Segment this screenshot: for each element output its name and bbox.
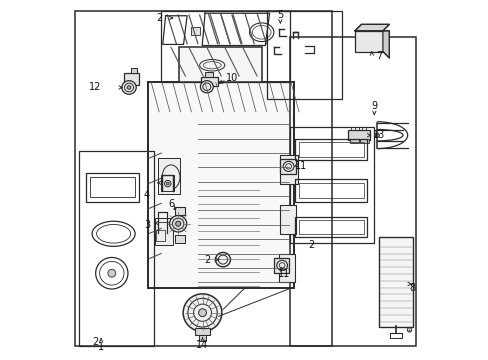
Bar xyxy=(148,82,293,288)
Text: 12: 12 xyxy=(89,82,102,93)
Bar xyxy=(204,72,213,77)
Ellipse shape xyxy=(183,294,222,332)
Text: 14: 14 xyxy=(196,340,208,350)
Ellipse shape xyxy=(172,218,183,229)
Text: 11: 11 xyxy=(277,269,289,279)
Ellipse shape xyxy=(166,182,169,185)
Bar xyxy=(378,237,412,327)
Ellipse shape xyxy=(283,161,293,171)
Polygon shape xyxy=(354,24,388,31)
Bar xyxy=(156,230,164,241)
Ellipse shape xyxy=(127,86,131,89)
Bar xyxy=(290,37,415,346)
Ellipse shape xyxy=(169,216,186,232)
Text: 13: 13 xyxy=(372,130,385,140)
Ellipse shape xyxy=(215,252,230,267)
Ellipse shape xyxy=(276,260,287,270)
Bar xyxy=(349,139,359,143)
Bar xyxy=(278,253,294,282)
Bar xyxy=(79,151,154,346)
Text: 4: 4 xyxy=(143,190,150,200)
Bar xyxy=(191,27,199,36)
Bar xyxy=(161,175,174,191)
Ellipse shape xyxy=(200,81,213,93)
Bar xyxy=(158,158,180,194)
Text: 9: 9 xyxy=(370,102,377,112)
Polygon shape xyxy=(382,31,388,58)
Ellipse shape xyxy=(122,81,136,94)
Text: 2: 2 xyxy=(307,240,314,250)
Text: 10: 10 xyxy=(225,73,238,83)
Text: 2: 2 xyxy=(203,255,210,265)
Bar xyxy=(199,335,206,341)
Ellipse shape xyxy=(108,269,116,277)
Bar xyxy=(280,159,295,174)
Bar xyxy=(280,155,298,184)
Bar xyxy=(354,31,382,51)
Bar xyxy=(280,205,296,234)
Ellipse shape xyxy=(175,221,180,226)
Text: 2: 2 xyxy=(156,13,163,23)
Bar xyxy=(360,139,368,143)
Bar xyxy=(298,183,363,198)
Bar xyxy=(155,218,172,244)
Text: 2: 2 xyxy=(92,337,99,347)
Text: 5: 5 xyxy=(277,10,283,20)
Text: 6: 6 xyxy=(167,199,174,210)
Bar xyxy=(179,47,261,82)
Bar xyxy=(86,173,139,202)
Bar xyxy=(295,179,366,202)
Bar xyxy=(266,11,341,99)
Bar xyxy=(295,217,366,237)
Text: 11: 11 xyxy=(294,161,306,171)
Bar xyxy=(290,127,373,243)
Bar xyxy=(75,11,332,346)
Text: 7: 7 xyxy=(375,51,381,61)
Bar xyxy=(131,68,137,73)
Ellipse shape xyxy=(198,309,206,317)
Ellipse shape xyxy=(374,133,379,137)
Bar xyxy=(348,130,369,140)
Bar xyxy=(273,258,289,273)
Bar xyxy=(295,139,366,160)
Bar xyxy=(174,207,185,215)
Bar xyxy=(175,234,184,243)
Bar xyxy=(195,328,209,335)
Bar xyxy=(90,177,135,197)
Bar xyxy=(201,77,217,86)
Bar xyxy=(123,73,139,85)
Text: 1: 1 xyxy=(98,342,104,352)
Bar xyxy=(298,220,363,234)
Bar xyxy=(298,142,363,157)
Text: 8: 8 xyxy=(408,283,415,293)
Text: 3: 3 xyxy=(143,220,150,230)
Bar xyxy=(161,11,290,82)
